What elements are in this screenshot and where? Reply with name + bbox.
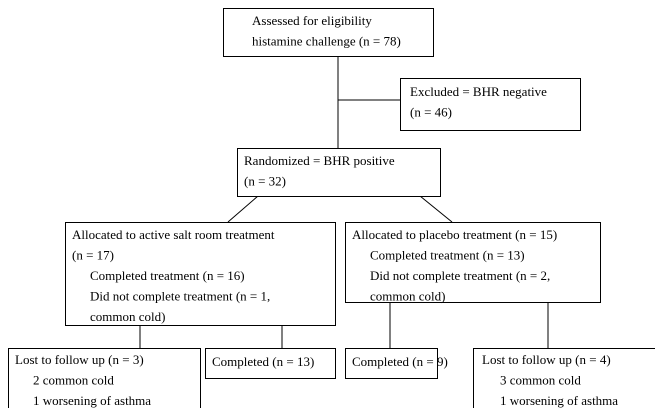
- box-text: Lost to follow up (n = 3): [15, 352, 144, 367]
- box-text: common cold): [370, 288, 445, 303]
- box-text: Completed treatment (n = 13): [370, 247, 525, 262]
- box-text: Lost to follow up (n = 4): [482, 352, 611, 367]
- connectors: [139, 56, 549, 348]
- flow-box: [473, 348, 655, 408]
- box-text: Completed treatment (n = 16): [90, 268, 245, 283]
- box-text: Randomized = BHR positive: [244, 153, 395, 168]
- box-text: Excluded = BHR negative: [410, 84, 547, 99]
- box-text: (n = 17): [72, 247, 114, 262]
- box-text: (n = 46): [410, 104, 452, 119]
- box-text: Did not complete treatment (n = 2,: [370, 268, 550, 283]
- box-text: 1 worsening of asthma: [500, 393, 618, 408]
- flow-box: [345, 222, 601, 303]
- connector: [419, 195, 453, 223]
- box-text: histamine challenge (n = 78): [252, 33, 401, 48]
- box-text: 2 common cold: [33, 372, 114, 387]
- box-text: Did not complete treatment (n = 1,: [90, 288, 270, 303]
- box-text: (n = 32): [244, 173, 286, 188]
- box-text: Allocated to placebo treatment (n = 15): [352, 227, 557, 242]
- box-text: Assessed for eligibility: [252, 13, 372, 28]
- box-text: Completed (n = 9): [352, 354, 448, 369]
- flow-box: [400, 78, 581, 131]
- box-text: 3 common cold: [500, 372, 581, 387]
- flow-box: [8, 348, 201, 408]
- box-text: Allocated to active salt room treatment: [72, 227, 275, 242]
- connector: [227, 195, 259, 223]
- box-text: Completed (n = 13): [212, 354, 314, 369]
- flow-box: [237, 148, 441, 197]
- box-text: 1 worsening of asthma: [33, 393, 151, 408]
- flow-box: [65, 222, 336, 326]
- flow-box: [205, 348, 336, 379]
- flow-box: [345, 348, 438, 379]
- box-text: common cold): [90, 309, 165, 324]
- flow-box: [223, 8, 434, 57]
